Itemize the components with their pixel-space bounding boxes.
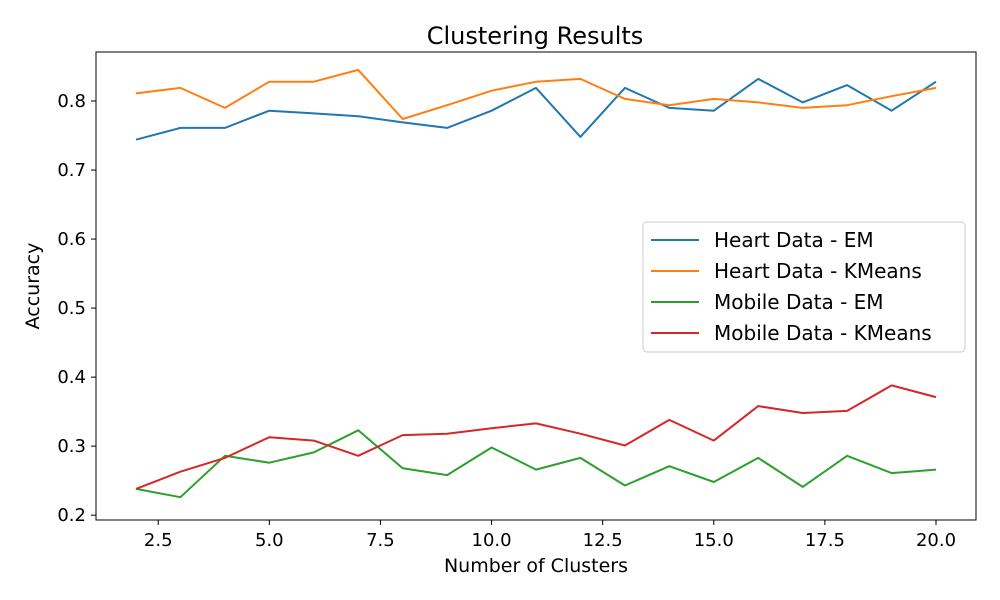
x-tick-label: 17.5 [805, 530, 845, 551]
series-line-3 [135, 429, 937, 499]
y-tick-label: 0.6 [57, 229, 86, 250]
y-tick-label: 0.5 [57, 298, 86, 319]
plot-frame [95, 51, 977, 521]
x-tick-label: 15.0 [694, 530, 734, 551]
legend-label-1: Heart Data - EM [714, 228, 874, 252]
series-line-1 [135, 77, 937, 141]
x-tick-label: 2.5 [144, 530, 173, 551]
y-axis: 0.2 0.3 0.4 0.5 0.6 0.7 0.8 [57, 91, 96, 526]
y-tick-label: 0.8 [57, 91, 86, 112]
chart-title: Clustering Results [427, 22, 644, 50]
legend-label-3: Mobile Data - EM [714, 290, 884, 314]
x-tick-label: 10.0 [472, 530, 512, 551]
y-tick-label: 0.3 [57, 436, 86, 457]
y-axis-label: Accuracy [22, 243, 44, 330]
series-line-4 [135, 384, 937, 490]
legend-label-2: Heart Data - KMeans [714, 259, 922, 283]
y-tick-label: 0.2 [57, 505, 86, 526]
x-tick-label: 5.0 [255, 530, 284, 551]
x-tick-label: 7.5 [366, 530, 395, 551]
series-line-2 [135, 68, 937, 120]
y-tick-label: 0.4 [57, 367, 86, 388]
x-tick-label: 20.0 [916, 530, 956, 551]
y-tick-label: 0.7 [57, 160, 86, 181]
x-axis-label: Number of Clusters [444, 555, 628, 577]
legend: Heart Data - EM Heart Data - KMeans Mobile… [642, 221, 966, 353]
x-axis: 2.5 5.0 7.5 10.0 12.5 15.0 17.5 20.0 [144, 520, 956, 551]
legend-label-4: Mobile Data - KMeans [714, 321, 932, 345]
series-layer [135, 68, 937, 499]
legend-frame [642, 221, 966, 353]
x-tick-label: 12.5 [583, 530, 623, 551]
